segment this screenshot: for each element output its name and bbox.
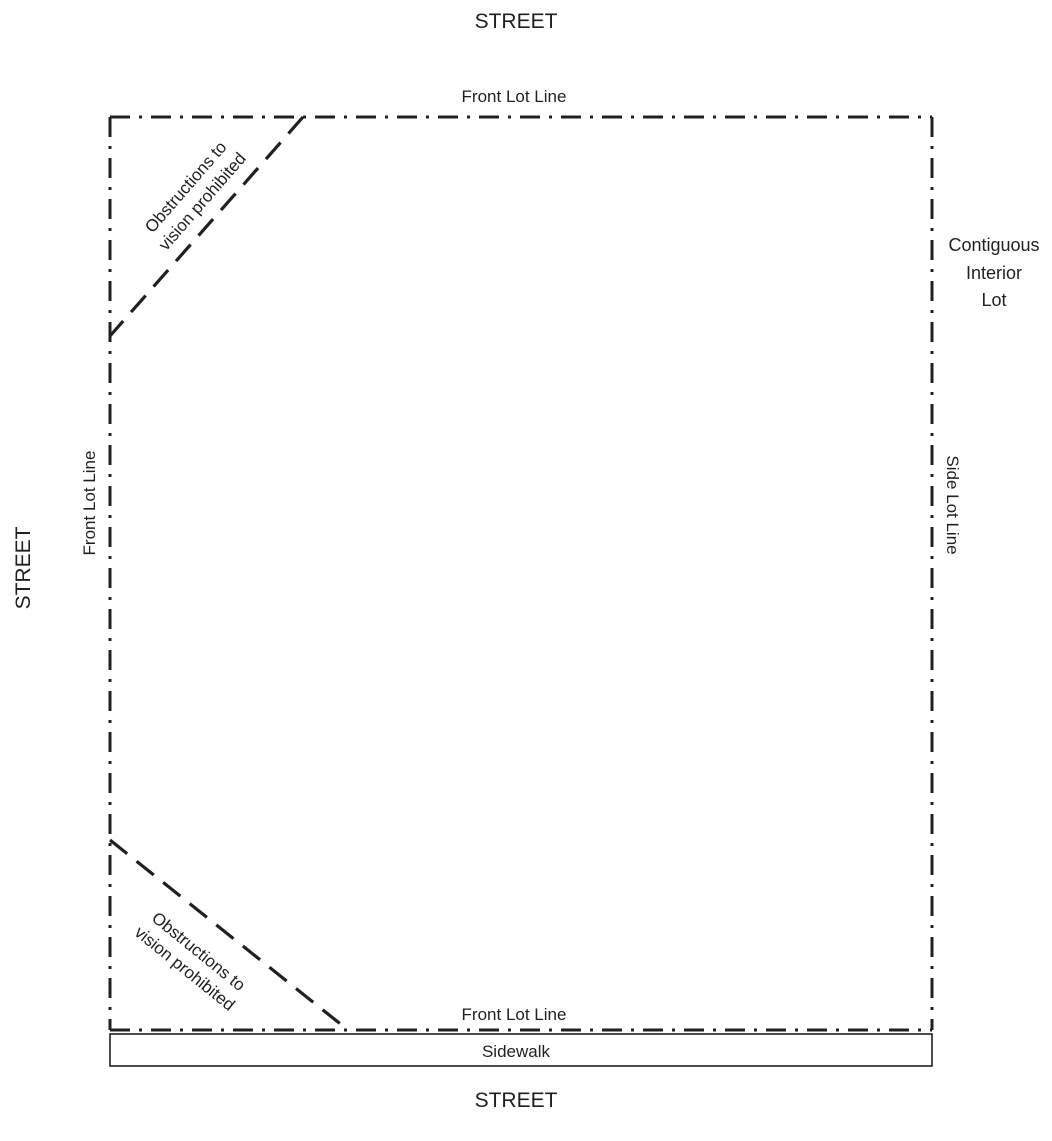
front-lot-line-bottom-label: Front Lot Line [462,1005,567,1024]
contiguous-lot-line-2: Interior [966,263,1022,283]
sidewalk: Sidewalk [109,1033,933,1067]
street-label-left: STREET [12,526,35,609]
sight-triangle-top-diagonal [108,115,305,338]
sidewalk-strip [109,1033,933,1067]
contiguous-lot-line-3: Lot [981,290,1006,310]
contiguous-interior-lot-label: Contiguous Interior Lot [948,235,1039,310]
obstructions-note-bottom: Obstructions to vision prohibited [131,908,249,1014]
street-label-top: STREET [475,10,558,33]
side-lot-line-label: Side Lot Line [943,455,962,554]
street-label-bottom: STREET [475,1089,558,1112]
front-lot-line-left-label: Front Lot Line [80,451,99,556]
front-lot-line-top-label: Front Lot Line [462,87,567,106]
lot-boundary [108,115,934,1032]
sight-triangle-bottom-diagonal [109,838,349,1032]
sidewalk-label: Sidewalk [482,1042,551,1061]
contiguous-lot-line-1: Contiguous [948,235,1039,255]
